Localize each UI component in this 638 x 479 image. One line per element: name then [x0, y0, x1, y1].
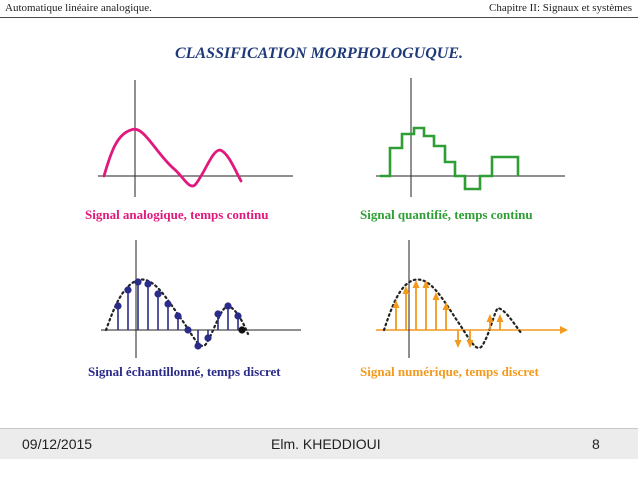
digital-sample-arrowhead — [402, 286, 410, 294]
sample-point — [204, 334, 212, 342]
digital-sample-arrowhead — [392, 300, 400, 308]
footer-page-number: 8 — [592, 436, 600, 452]
digital-sample-arrowhead — [454, 340, 462, 348]
quantized-signal-caption: Signal quantifié, temps continu — [360, 207, 533, 222]
sample-points — [114, 278, 242, 350]
header-course-title: Automatique linéaire analogique. — [5, 2, 152, 14]
digital-sample-arrowhead — [486, 314, 494, 322]
digital-signal-plot — [376, 240, 568, 358]
sampled-signal-plot — [101, 240, 301, 358]
digital-signal-caption: Signal numérique, temps discret — [360, 364, 539, 379]
digital-sample-arrowhead — [412, 280, 420, 288]
sample-point — [194, 342, 202, 350]
sampled-signal-caption: Signal échantillonné, temps discret — [88, 364, 281, 379]
digital-sample-arrowhead — [432, 292, 440, 300]
sample-point — [224, 302, 232, 310]
sample-point — [114, 302, 122, 310]
sample-point — [154, 290, 162, 298]
x-axis-arrowhead — [560, 326, 568, 334]
digital-sample-arrowhead — [466, 340, 474, 348]
slide-title: CLASSIFICATION MORPHOLOGUQUE. — [174, 45, 464, 62]
slide-footer: 09/12/2015 Elm. KHEDDIOUI 8 — [0, 428, 638, 459]
sample-point-final — [238, 326, 246, 334]
analog-signal-caption: Signal analogique, temps continu — [85, 207, 269, 222]
sample-point — [144, 280, 152, 288]
digital-sample-arrowheads — [392, 280, 504, 348]
digital-sample-arrowhead — [442, 302, 450, 310]
digital-sample-arrowhead — [496, 314, 504, 322]
quantized-signal-staircase — [380, 126, 520, 191]
footer-date: 09/12/2015 — [22, 436, 93, 452]
analog-signal-curve — [102, 127, 243, 188]
sample-point — [234, 312, 242, 320]
sample-point — [134, 278, 142, 286]
footer-author: Elm. KHEDDIOUI — [271, 436, 381, 452]
sample-point — [124, 286, 132, 294]
digital-sample-arrowhead — [422, 280, 430, 288]
quantized-signal-plot — [376, 78, 565, 197]
header-divider — [0, 17, 638, 18]
analog-signal-plot — [98, 80, 293, 197]
sample-point — [164, 300, 172, 308]
sample-point — [184, 326, 192, 334]
header-chapter-title: Chapitre II: Signaux et systèmes — [489, 2, 632, 14]
sample-point — [174, 312, 182, 320]
digital-sample-stems — [395, 284, 501, 344]
sample-point — [214, 310, 222, 318]
